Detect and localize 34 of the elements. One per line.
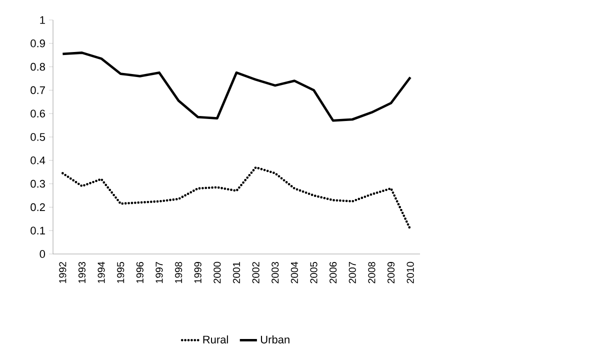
y-tick-label: 0.9	[30, 40, 45, 48]
x-tick-label: 2009	[387, 262, 395, 284]
x-tick-label: 1996	[136, 262, 144, 283]
y-tick-label: 0.3	[30, 180, 45, 188]
y-tick-label: 0.2	[30, 203, 45, 212]
x-tick-label: 2008	[368, 262, 376, 284]
x-tick-label: 2003	[272, 262, 279, 284]
x-tick-label: 2001	[232, 262, 240, 284]
x-tick-label: 1997	[156, 262, 163, 283]
y-tick-label: 0	[40, 250, 46, 258]
x-tick-label: 1999	[194, 262, 202, 283]
x-tick-label: 2004	[290, 262, 298, 284]
x-tick-label: 1995	[117, 262, 124, 283]
legend-label: Rural	[203, 335, 228, 344]
x-tick-label: 1994	[98, 262, 105, 283]
x-tick-label: 2007	[348, 262, 356, 284]
y-tick-label: 0.1	[30, 226, 45, 234]
x-tick-label: 2000	[214, 262, 221, 284]
y-tick-label: 0.4	[30, 156, 46, 164]
y-tick-label: 0.6	[30, 110, 45, 118]
x-tick-label: 2006	[330, 262, 337, 284]
y-tick-label: 1	[40, 16, 45, 24]
x-tick-label: 2002	[252, 262, 260, 284]
x-tick-label: 1992	[59, 262, 66, 283]
line-series	[61, 52, 412, 122]
y-tick-label: 0.8	[30, 62, 45, 71]
y-tick-label: 0.7	[30, 86, 45, 94]
y-tick-label: 0.5	[30, 133, 46, 141]
x-tick-label: 1998	[175, 262, 182, 283]
line-series	[61, 166, 412, 231]
x-tick-label: 2010	[406, 262, 414, 284]
x-tick-label: 1993	[78, 262, 86, 283]
x-tick-label: 2005	[310, 262, 318, 284]
legend-label: Urban	[260, 335, 290, 344]
